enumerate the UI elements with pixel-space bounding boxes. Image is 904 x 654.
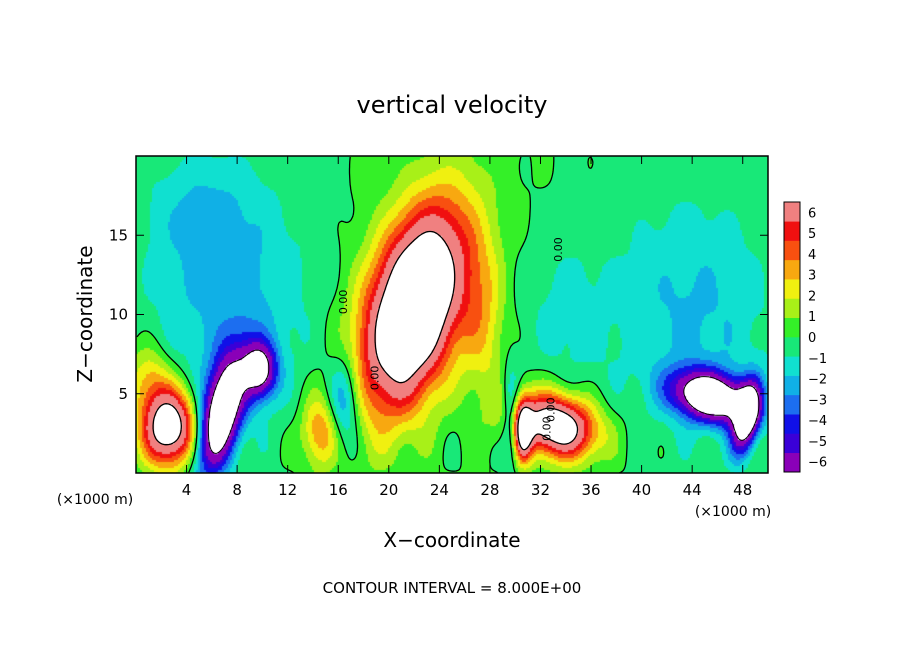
colorbar-swatch xyxy=(784,433,800,454)
colorbar: −6 −5 −4 −3 −2 −1 0 1 2 3 4 5 6 xyxy=(783,201,827,473)
x-tick-label: 40 xyxy=(632,481,651,499)
contour-label: 0.00 xyxy=(541,416,554,441)
colorbar-swatch xyxy=(784,356,800,376)
x-axis-label: X−coordinate xyxy=(383,528,520,552)
colorbar-label: 1 xyxy=(808,310,816,325)
colorbar-swatch xyxy=(784,337,800,357)
contour-label: 0.00 xyxy=(544,397,557,422)
contour-negative-8 xyxy=(207,349,760,454)
colorbar-label: 4 xyxy=(808,248,816,263)
y-tick-label: 5 xyxy=(118,385,128,403)
contour-interval-footer: CONTOUR INTERVAL = 8.000E+00 xyxy=(323,579,582,597)
colorbar-label: 6 xyxy=(808,206,816,221)
colorbar-label: −6 xyxy=(808,456,827,471)
contour-label: 0.00 xyxy=(369,366,382,391)
x-tick-label: 4 xyxy=(182,481,192,499)
colorbar-label: −2 xyxy=(808,373,827,388)
colorbar-frame xyxy=(783,201,801,473)
y-axis-label: Z−coordinate xyxy=(73,245,97,382)
chart-title: vertical velocity xyxy=(357,91,548,119)
y-tick-label: 15 xyxy=(109,226,128,244)
colorbar-label: −5 xyxy=(808,435,827,450)
colorbar-label: 0 xyxy=(808,331,816,346)
contour-positive-8 xyxy=(152,230,579,451)
contour-label: 0.00 xyxy=(337,290,350,315)
colorbar-swatch xyxy=(784,375,800,396)
colorbar-swatch xyxy=(784,394,800,415)
colorbar-swatch xyxy=(784,259,800,280)
colorbar-swatch xyxy=(784,221,800,241)
plot-area: 0.000.000.000.000.00 xyxy=(135,155,769,474)
colorbar-label: 3 xyxy=(808,269,816,284)
x-tick-label: 24 xyxy=(430,481,449,499)
x-tick-label: 12 xyxy=(278,481,297,499)
y-tick-label: 10 xyxy=(109,306,128,324)
colorbar-label: 2 xyxy=(808,289,816,304)
x-tick-label: 48 xyxy=(733,481,752,499)
colorbar-label: −4 xyxy=(808,414,827,429)
colorbar-swatch xyxy=(784,240,800,261)
x-tick-label: 36 xyxy=(581,481,600,499)
x-axis: 4 8 12 16 20 24 28 32 36 40 44 48 xyxy=(182,156,752,499)
x-tick-label: 44 xyxy=(683,481,702,499)
x-tick-label: 16 xyxy=(329,481,348,499)
colorbar-swatch xyxy=(784,414,800,434)
x-tick-label: 28 xyxy=(480,481,499,499)
colorbar-label: −1 xyxy=(808,352,827,367)
x-unit-left: (×1000 m) xyxy=(57,492,133,508)
contour-lines xyxy=(136,156,760,474)
contour-zero xyxy=(136,156,665,474)
contour-labels: 0.000.000.000.000.00 xyxy=(337,237,565,441)
colorbar-label: −3 xyxy=(808,393,827,408)
colorbar-swatch xyxy=(784,452,800,473)
colorbar-swatch xyxy=(784,317,800,338)
velocity-field-heatmap xyxy=(136,156,768,473)
x-tick-label: 8 xyxy=(232,481,242,499)
colorbar-swatch xyxy=(784,298,800,319)
x-tick-label: 32 xyxy=(531,481,550,499)
contour-label: 0.00 xyxy=(552,237,565,262)
x-unit-right: (×1000 m) xyxy=(695,504,771,520)
x-tick-label: 20 xyxy=(379,481,398,499)
colorbar-swatch xyxy=(784,279,800,299)
colorbar-label: 5 xyxy=(808,227,816,242)
y-axis: 5 10 15 xyxy=(109,226,768,403)
colorbar-swatch xyxy=(784,202,800,222)
